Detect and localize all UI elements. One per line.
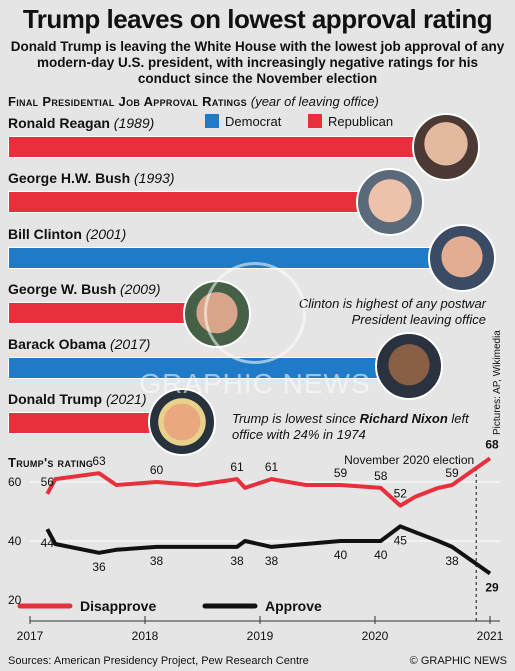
approval-bar: 56% bbox=[8, 191, 407, 213]
legend-republican-swatch bbox=[308, 114, 322, 128]
data-label: 63 bbox=[92, 454, 106, 468]
approval-bar: 63% bbox=[8, 136, 457, 158]
president-year: (2017) bbox=[109, 336, 151, 352]
portrait-clinton bbox=[428, 224, 496, 292]
legend-label-disapprove: Disapprove bbox=[80, 598, 156, 614]
legend-republican-label: Republican bbox=[328, 114, 394, 129]
portrait-obama bbox=[375, 332, 443, 400]
president-name-text: Donald Trump bbox=[8, 391, 103, 407]
data-label: 52 bbox=[394, 487, 408, 501]
approval-bar: 66% bbox=[8, 247, 478, 269]
portrait-trump bbox=[148, 388, 216, 456]
portrait-hw-bush bbox=[356, 168, 424, 236]
data-label: 44 bbox=[41, 536, 55, 550]
y-tick-label: 20 bbox=[8, 593, 22, 607]
page-subtitle: Donald Trump is leaving the White House … bbox=[10, 39, 505, 86]
president-name-text: George W. Bush bbox=[8, 281, 117, 297]
president-name: Donald Trump (2021) bbox=[8, 391, 146, 407]
data-label: 58 bbox=[374, 469, 388, 483]
president-year: (2009) bbox=[120, 281, 161, 297]
president-name-text: Barack Obama bbox=[8, 336, 107, 352]
data-label: 36 bbox=[92, 560, 106, 574]
series-line-disapprove bbox=[45, 456, 492, 508]
president-name: George W. Bush (2009) bbox=[8, 281, 160, 297]
ratings-heading-note: (year of leaving office) bbox=[250, 94, 379, 109]
president-year: (1993) bbox=[134, 170, 175, 186]
president-year: (1989) bbox=[113, 115, 155, 131]
data-label: 29 bbox=[485, 580, 499, 594]
series-line-approve bbox=[45, 524, 492, 576]
trump-note: Trump is lowest since Richard Nixon left… bbox=[232, 411, 480, 443]
president-name: Barack Obama (2017) bbox=[8, 336, 150, 352]
legend-republican: Republican bbox=[308, 114, 393, 129]
data-label: 38 bbox=[150, 554, 164, 568]
y-tick-label: 60 bbox=[8, 475, 22, 489]
data-label: 61 bbox=[265, 460, 279, 474]
data-label: 61 bbox=[230, 460, 244, 474]
x-tick-label: 2018 bbox=[132, 629, 159, 643]
copyright: © GRAPHIC NEWS bbox=[409, 655, 507, 667]
president-name: Bill Clinton (2001) bbox=[8, 226, 126, 242]
y-tick-label: 40 bbox=[8, 534, 22, 548]
approval-bar: 59% bbox=[8, 357, 428, 379]
data-label: 59 bbox=[445, 466, 459, 480]
president-year: (2001) bbox=[85, 226, 127, 242]
legend-democrat: Democrat bbox=[205, 114, 281, 129]
picture-credit: Pictures: AP, Wikimedia bbox=[492, 330, 503, 435]
data-label: 40 bbox=[374, 548, 388, 562]
x-tick-label: 2020 bbox=[362, 629, 389, 643]
data-label: 38 bbox=[265, 554, 279, 568]
trump-rating-heading: Trump's rating bbox=[8, 455, 94, 470]
trump-note-nixon: Richard Nixon bbox=[359, 411, 448, 426]
data-label: 59 bbox=[334, 466, 348, 480]
legend-label-approve: Approve bbox=[265, 598, 322, 614]
data-label: 38 bbox=[445, 554, 459, 568]
x-tick-label: 2021 bbox=[477, 629, 504, 643]
portrait-w-bush bbox=[183, 280, 251, 348]
president-name-text: Bill Clinton bbox=[8, 226, 82, 242]
president-year: (2021) bbox=[106, 391, 147, 407]
president-name-text: Ronald Reagan bbox=[8, 115, 110, 131]
president-name: Ronald Reagan (1989) bbox=[8, 115, 154, 131]
president-name-text: George H.W. Bush bbox=[8, 170, 131, 186]
trump-note-prefix: Trump is lowest since bbox=[232, 411, 360, 426]
data-label: 45 bbox=[394, 533, 408, 547]
data-label: 60 bbox=[150, 463, 164, 477]
trump-rating-line-chart: 60 40 20 2017 2018 2019 2020 2021 November 2020 … bbox=[8, 437, 504, 643]
legend-democrat-swatch bbox=[205, 114, 219, 128]
data-label: 56 bbox=[41, 475, 55, 489]
x-tick-label: 2017 bbox=[17, 629, 44, 643]
data-label: 68 bbox=[485, 437, 499, 451]
clinton-note: Clinton is highest of any postwar Presid… bbox=[298, 296, 486, 327]
ratings-heading-text: Final Presidential Job Approval Ratings bbox=[8, 94, 247, 109]
portrait-reagan bbox=[412, 113, 480, 181]
x-tick-label: 2019 bbox=[247, 629, 274, 643]
legend-democrat-label: Democrat bbox=[225, 114, 282, 129]
election-annotation: November 2020 election bbox=[344, 453, 474, 467]
data-label: 38 bbox=[230, 554, 244, 568]
trump-note-suffix: left office with 24% in 1974 bbox=[232, 411, 469, 442]
sources: Sources: American Presidency Project, Pe… bbox=[8, 655, 309, 667]
ratings-section-heading: Final Presidential Job Approval Ratings … bbox=[8, 94, 379, 109]
president-name: George H.W. Bush (1993) bbox=[8, 170, 174, 186]
data-label: 40 bbox=[334, 548, 348, 562]
page-title: Trump leaves on lowest approval rating bbox=[22, 4, 493, 34]
